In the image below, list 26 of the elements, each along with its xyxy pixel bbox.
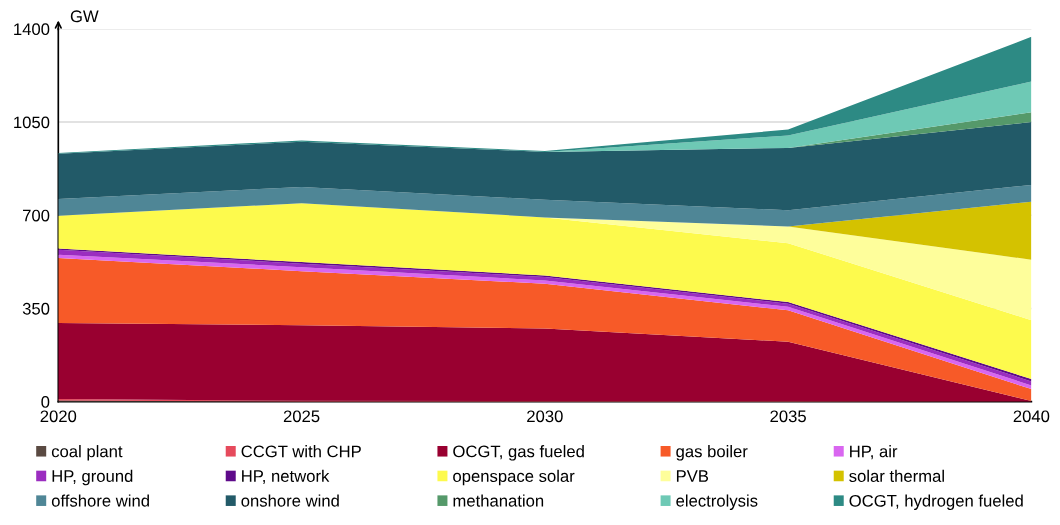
y-tick-label: 1400 — [14, 23, 50, 36]
legend-label: onshore wind — [241, 494, 339, 507]
y-tick-label: 1050 — [14, 116, 50, 129]
legend-label: coal plant — [51, 445, 123, 461]
y-tick-label: 700 — [23, 209, 50, 222]
legend-label: methanation — [453, 494, 544, 507]
legend-label: solar thermal — [849, 469, 944, 482]
legend-label: HP, ground — [52, 469, 133, 486]
legend-label: OCGT, hydrogen fueled — [849, 494, 1023, 510]
x-tick-label: 2035 — [770, 410, 806, 423]
y-tick-label: 0 — [41, 396, 50, 408]
x-tick-label: 2030 — [527, 410, 563, 423]
legend-label: offshore wind — [51, 494, 149, 507]
legend-label: openspace solar — [453, 469, 575, 486]
legend-label: OCGT, gas fueled — [453, 445, 584, 461]
legend-label: HP, network — [242, 469, 330, 484]
x-tick-label: 2025 — [283, 410, 320, 423]
legend-label: HP, air — [850, 445, 898, 460]
legend-label: gas boiler — [676, 445, 748, 461]
legend-label: electrolysis — [676, 494, 758, 510]
x-tick-label: 2040 — [1013, 410, 1050, 423]
y-tick-label: 350 — [22, 302, 50, 315]
x-tick-label: 2020 — [40, 410, 77, 423]
legend-label: PVB — [676, 470, 709, 482]
y-axis-title: GW — [70, 10, 99, 23]
legend-label: CCGT with CHP — [241, 445, 361, 458]
